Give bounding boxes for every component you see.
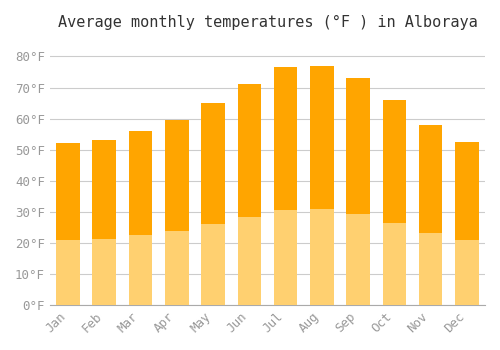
Bar — [128, 131, 152, 305]
Bar — [346, 214, 370, 305]
Bar — [165, 120, 188, 305]
Bar — [310, 66, 334, 305]
Bar — [455, 240, 478, 305]
Bar — [56, 240, 80, 305]
Bar — [419, 125, 442, 305]
Bar — [382, 223, 406, 305]
Bar — [346, 78, 370, 305]
Bar — [202, 103, 225, 305]
Bar — [92, 140, 116, 305]
Bar — [455, 142, 478, 305]
Bar — [202, 103, 225, 305]
Bar — [92, 239, 116, 305]
Bar — [238, 84, 261, 305]
Bar — [165, 231, 188, 305]
Bar — [419, 233, 442, 305]
Bar — [346, 78, 370, 305]
Bar — [128, 236, 152, 305]
Bar — [92, 140, 116, 305]
Bar — [274, 67, 297, 305]
Bar — [165, 120, 188, 305]
Bar — [202, 224, 225, 305]
Bar — [382, 100, 406, 305]
Bar — [419, 125, 442, 305]
Bar — [56, 144, 80, 305]
Bar — [310, 209, 334, 305]
Bar — [274, 67, 297, 305]
Bar — [455, 142, 478, 305]
Bar — [382, 100, 406, 305]
Bar — [310, 66, 334, 305]
Bar — [238, 84, 261, 305]
Bar — [238, 217, 261, 305]
Title: Average monthly temperatures (°F ) in Alboraya: Average monthly temperatures (°F ) in Al… — [58, 15, 478, 30]
Bar — [56, 144, 80, 305]
Bar — [274, 210, 297, 305]
Bar — [128, 131, 152, 305]
